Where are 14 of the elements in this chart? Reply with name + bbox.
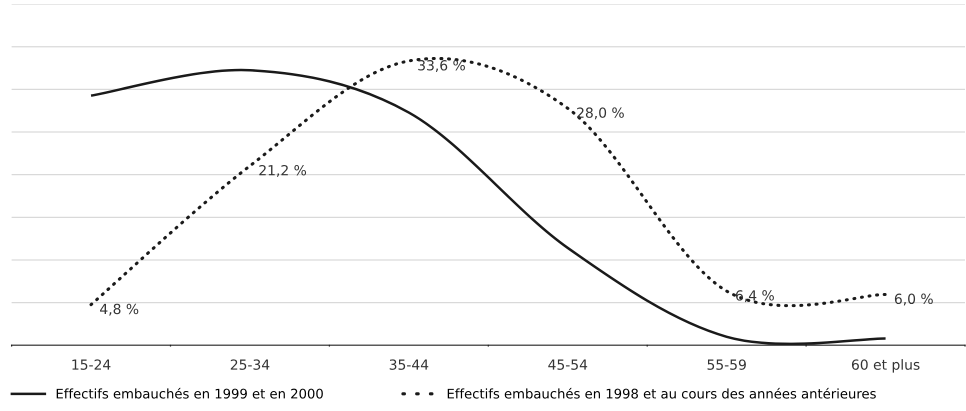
x-tick-label: 25-34 — [230, 359, 270, 370]
data-label: 4,8 % — [100, 304, 138, 316]
x-tick-label: 60 et plus — [852, 359, 920, 373]
data-label: 33,6 % — [418, 60, 465, 72]
x-tick-label: 15-24 — [72, 359, 110, 370]
data-label: 6,0 % — [894, 294, 933, 306]
data-label: 21,2 % — [259, 164, 306, 177]
legend-label: Effectifs embauchés en 1998 et au cours des années antérieures — [448, 388, 876, 399]
data-label: 6,4 % — [736, 290, 774, 302]
x-tick-label: 55-59 — [708, 359, 746, 370]
data-label: 28,0 % — [577, 107, 624, 120]
x-tick-label: 35-44 — [390, 359, 428, 370]
legend-label: Effectifs embauchés en 1999 et en 2000 — [56, 388, 323, 399]
x-tick-label: 45-54 — [548, 360, 588, 370]
